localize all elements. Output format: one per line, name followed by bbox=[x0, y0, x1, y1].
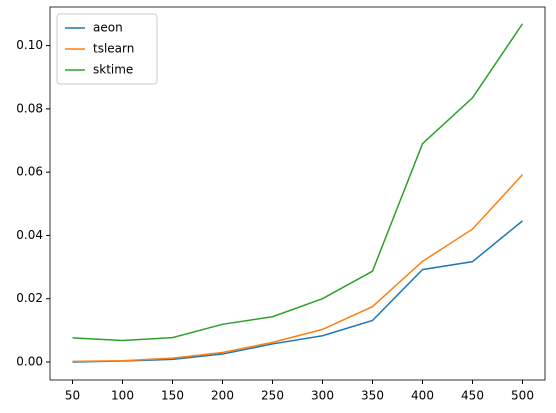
x-tick-label: 250 bbox=[261, 389, 284, 403]
x-tick-label: 100 bbox=[111, 389, 134, 403]
x-tick-label: 200 bbox=[211, 389, 234, 403]
x-tick-label: 50 bbox=[65, 389, 80, 403]
x-tick-label: 300 bbox=[311, 389, 334, 403]
y-tick-label: 0.02 bbox=[16, 291, 43, 305]
line bbox=[72, 220, 523, 363]
y-tick-label: 0.00 bbox=[16, 354, 43, 368]
line bbox=[72, 174, 524, 363]
y-tick-label: 0.08 bbox=[16, 101, 43, 115]
line bbox=[72, 23, 524, 342]
legend-box bbox=[56, 13, 158, 85]
x-tick-label: 450 bbox=[461, 389, 484, 403]
y-tick-label: 0.04 bbox=[16, 228, 43, 242]
x-tick-label: 350 bbox=[361, 389, 384, 403]
y-tick-label: 0.10 bbox=[16, 38, 43, 52]
legend-label: aeon bbox=[93, 21, 123, 35]
plot-frame bbox=[49, 6, 546, 381]
x-tick-label: 150 bbox=[161, 389, 184, 403]
x-tick-label: 400 bbox=[411, 389, 434, 403]
y-tick-label: 0.06 bbox=[16, 165, 43, 179]
legend-label: sktime bbox=[93, 63, 133, 77]
x-tick-label: 500 bbox=[511, 389, 534, 403]
legend-label: tslearn bbox=[93, 42, 134, 56]
